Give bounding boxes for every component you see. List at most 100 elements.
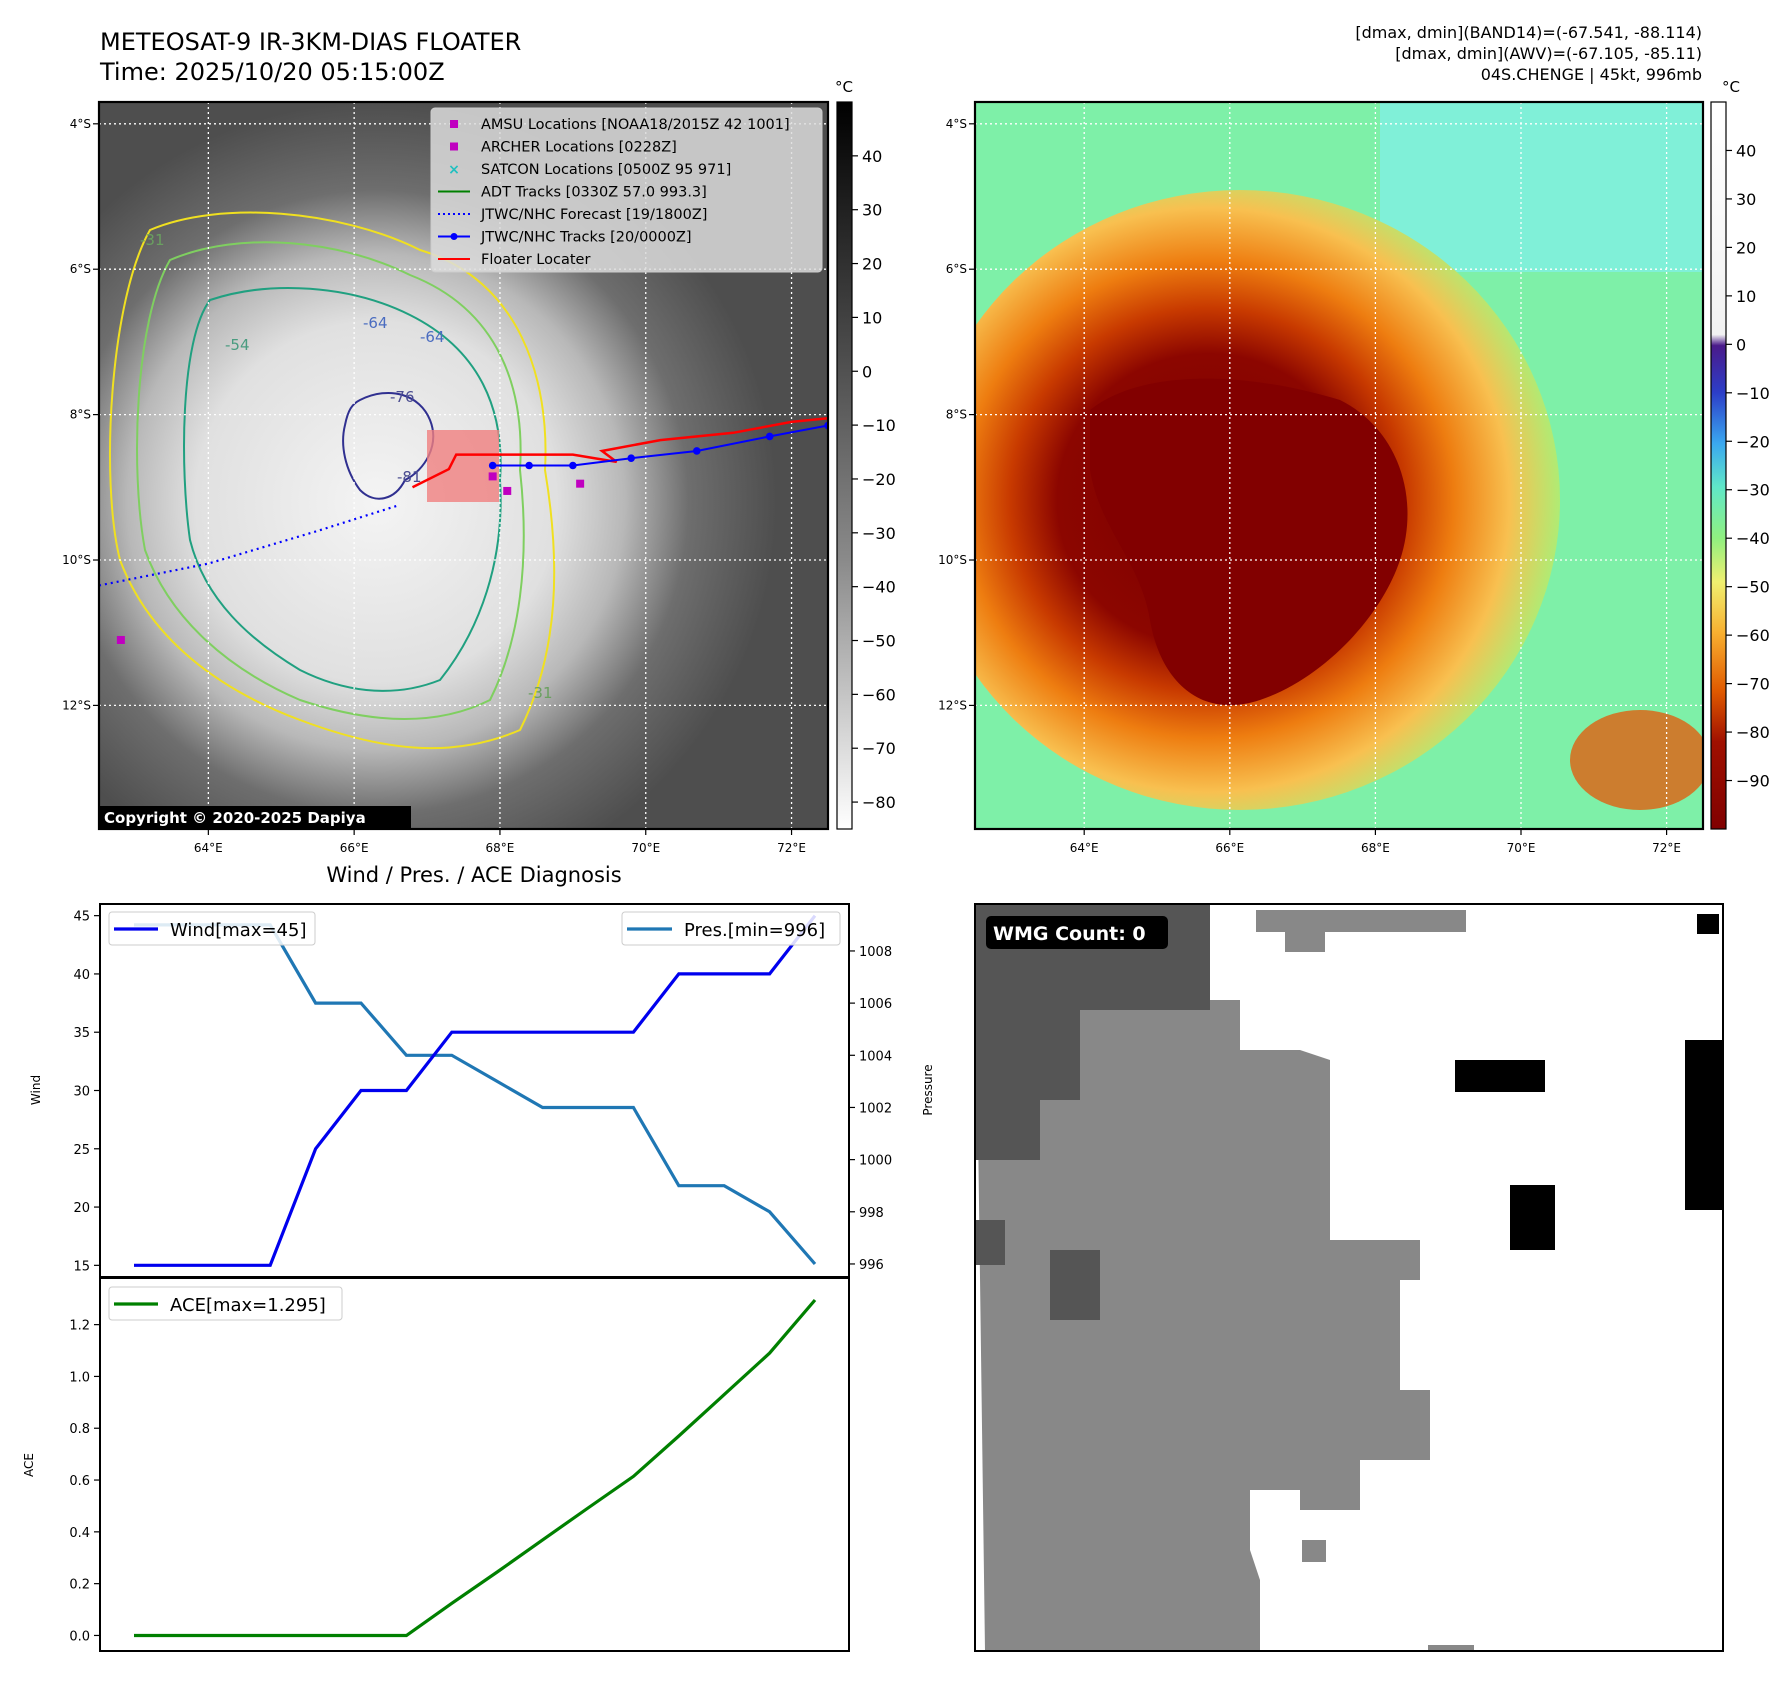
pressure-tick-label: 1008 (859, 945, 892, 960)
jtwc-track-point (627, 454, 635, 463)
wmg-black-patch (1697, 914, 1719, 934)
lat-tick-label: 12°S (938, 698, 967, 712)
ace-tick-label: 0.8 (69, 1422, 90, 1437)
colorbar-tick-label: 20 (862, 255, 882, 274)
pressure-tick-label: 1006 (859, 997, 892, 1012)
awv-frame (973, 100, 1705, 831)
pressure-tick-label: 998 (859, 1206, 884, 1221)
wmg-black-patch (1455, 1060, 1545, 1092)
wmg-black-patch (1510, 1185, 1555, 1250)
contour-teal (183, 287, 502, 692)
lat-tick-label: 10°S (938, 553, 967, 567)
lon-tick-label: 66°E (1215, 841, 1244, 855)
awv-colorbar-gradient (1710, 101, 1727, 830)
legend-entry: ADT Tracks [0330Z 57.0 993.3] (438, 185, 707, 201)
ace-tick-label: 0.2 (69, 1578, 90, 1593)
legend-entry: × SATCON Locations [0500Z 95 971] (448, 162, 731, 178)
lon-tick-label: 72°E (1652, 841, 1681, 855)
awv-colorbar-unit: °C (1722, 78, 1740, 96)
wmg-gray-patch (1428, 1645, 1474, 1651)
colorbar-tick-label: −90 (1736, 772, 1770, 791)
wmg-gray-patch (1302, 1540, 1326, 1562)
ace-tick-label: 0.4 (69, 1526, 90, 1541)
ace-frame (99, 1277, 850, 1652)
floater-box (427, 430, 499, 502)
pressure-tick-label: 1002 (859, 1101, 892, 1116)
colorbar-tick-label: 10 (862, 308, 882, 327)
lon-tick-label: 64°E (1070, 841, 1099, 855)
legend-entry: JTWC/NHC Tracks [20/0000Z] (438, 230, 692, 246)
contour-yellow (109, 211, 556, 750)
figure-title: METEOSAT-9 IR-3KM-DIAS FLOATER (100, 28, 521, 56)
colorbar-tick-label: −50 (1736, 578, 1770, 597)
map-legend (430, 107, 823, 273)
pressure-legend (621, 911, 841, 946)
ace-tick-label: 1.2 (69, 1319, 90, 1334)
colorbar-tick-label: −20 (862, 470, 896, 489)
pressure-tick-label: 1000 (859, 1154, 892, 1169)
colorbar-tick-label: −30 (1736, 481, 1770, 500)
colorbar-tick-label: −80 (1736, 723, 1770, 742)
lon-tick-label: 68°E (1361, 841, 1390, 855)
wind-tick-label: 15 (73, 1259, 90, 1274)
lat-tick-label: 4°S (70, 117, 91, 131)
lon-tick-label: 70°E (1507, 841, 1536, 855)
lat-tick-label: 8°S (70, 408, 91, 422)
ir-colorbar-ticks: 40 30 20 10 0 −10 −20 −30 −40 −50 −60 −70 −80 (852, 147, 896, 812)
contour-label: -64 (363, 314, 388, 332)
legend-entry: ARCHER Locations [0228Z] (450, 140, 677, 156)
archer-marker (488, 472, 497, 481)
contour-label: -31 (528, 684, 553, 702)
wmg-dark-patch (1050, 1250, 1100, 1320)
wmg-gray-region (975, 904, 1430, 1651)
pressure-axis-label: Pressure (921, 1064, 935, 1115)
ir-colorbar-gradient (836, 101, 853, 830)
legend-entry-label: ADT Tracks [0330Z 57.0 993.3] (481, 185, 707, 201)
colorbar-tick-label: 10 (1736, 287, 1756, 306)
lon-tick-label: 68°E (486, 841, 515, 855)
ir-colorbar-unit: °C (835, 78, 853, 96)
legend-x-icon: × (448, 162, 460, 178)
legend-entry-label: Floater Locater (481, 252, 590, 268)
colorbar-tick-label: −10 (862, 416, 896, 435)
lon-tick-label: 64°E (194, 841, 223, 855)
wmg-black-patch (1685, 1040, 1723, 1210)
jtwc-track-point (692, 447, 701, 455)
awv-map-panel: 64°E 66°E 68°E 70°E 72°E 4°S 6°S 8°S 10°S 12°S (938, 100, 1705, 855)
awv-corner-feature (1570, 710, 1703, 810)
contour-label: -31 (140, 231, 165, 249)
map-legend-items: AMSU Locations [NOAA18/2015Z 42 1001] ARC… (438, 117, 790, 268)
legend-square-icon (450, 120, 458, 128)
wind-legend-label: Wind[max=45] (170, 920, 307, 941)
wind-pressure-plot-area (100, 904, 849, 1277)
colorbar-tick-label: −40 (1736, 529, 1770, 548)
wind-tick-label: 30 (73, 1085, 90, 1100)
colorbar-tick-label: −80 (862, 793, 896, 812)
amsu-marker (116, 635, 125, 644)
ace-tick-label: 1.0 (69, 1370, 90, 1385)
copyright-box (99, 806, 411, 829)
jtwc-track-point (488, 461, 497, 470)
ir-map-panel: -64 -64 -54 -76 -81 -31 -31 Copyright © … (62, 100, 830, 855)
wind-tick-label: 40 (73, 968, 90, 983)
legend-square-icon (450, 142, 458, 151)
colorbar-tick-label: −20 (1736, 432, 1770, 451)
wmg-gray-strip (1256, 910, 1466, 932)
wmg-dark-region (975, 904, 1210, 1160)
wind-tick-label: 25 (73, 1143, 90, 1158)
lat-tick-label: 6°S (946, 262, 967, 276)
ir-frame (97, 100, 830, 831)
awv-colorbar: °C 40 30 20 10 0 −10 −20 −30 −40 −50 −60 −70 −80 −90 (1710, 78, 1770, 830)
wind-series-line (134, 914, 817, 1267)
contour-label: -64 (420, 328, 445, 346)
colorbar-tick-label: −40 (862, 578, 896, 597)
wmg-panel: WMG Count: 0 (974, 903, 1724, 1652)
colorbar-tick-label: 20 (1736, 238, 1756, 257)
legend-entry-label: JTWC/NHC Tracks [20/0000Z] (480, 230, 692, 246)
ir-axis-ticks: 64°E 66°E 68°E 70°E 72°E 4°S 6°S 8°S 10°S 12°S (62, 117, 806, 855)
colorbar-tick-label: 30 (862, 201, 882, 220)
wind-pressure-chart: 15 20 25 30 35 40 45 996 998 1000 1002 1004 1006 100… (29, 903, 935, 1278)
colorbar-tick-label: −60 (1736, 626, 1770, 645)
jtwc-track-point (569, 461, 577, 470)
wmg-count-badge (986, 916, 1168, 949)
